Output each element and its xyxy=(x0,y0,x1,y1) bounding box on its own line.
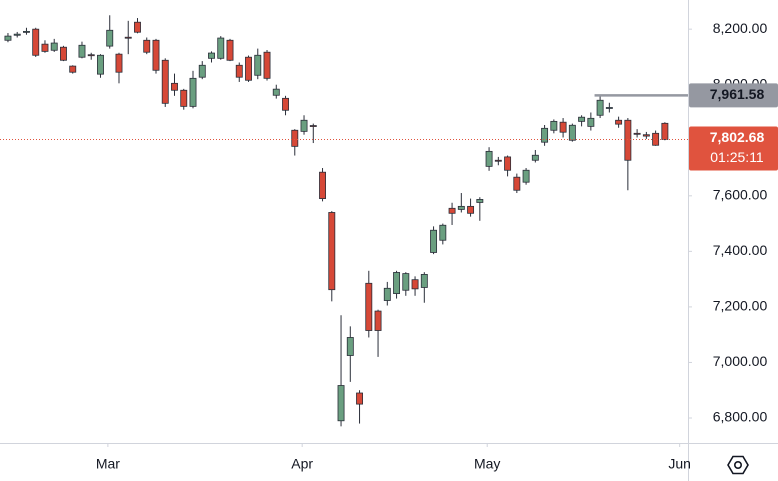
settings-icon[interactable] xyxy=(727,455,749,475)
candle-body xyxy=(78,44,86,58)
candle-body xyxy=(541,127,549,143)
candle-body xyxy=(69,65,77,73)
candle-body xyxy=(41,43,49,52)
candle-body xyxy=(300,119,308,132)
candle-body xyxy=(420,274,428,288)
x-tick-label: Apr xyxy=(291,456,313,472)
candle-body xyxy=(171,82,178,91)
candle-body xyxy=(97,54,104,75)
candle-body xyxy=(652,132,660,146)
candle-body xyxy=(134,21,141,33)
candle-body xyxy=(633,132,641,135)
candle-body xyxy=(568,124,576,141)
candle-body xyxy=(402,273,410,291)
candle-body xyxy=(559,121,567,133)
candle-body xyxy=(393,272,401,294)
candle-body xyxy=(605,107,613,109)
candle-body xyxy=(60,46,67,61)
price-label: 7,961.58 xyxy=(710,86,765,102)
y-tick-label: 7,400.00 xyxy=(713,242,768,258)
candle-body xyxy=(309,125,317,127)
candle-body xyxy=(180,89,188,107)
candle-body xyxy=(254,54,262,76)
countdown-label: 01:25:11 xyxy=(710,149,764,165)
candle-body xyxy=(189,77,197,107)
y-tick-label: 6,800.00 xyxy=(713,409,768,425)
candle-body xyxy=(457,205,465,210)
price-label-box xyxy=(689,126,778,171)
candle-body xyxy=(383,287,391,301)
price-label-box xyxy=(689,83,778,108)
x-tick-label: May xyxy=(474,456,500,472)
candle-body xyxy=(467,205,475,214)
candle-body xyxy=(143,39,151,53)
candle-body xyxy=(356,392,363,405)
x-tick-label: Mar xyxy=(96,456,120,472)
candle-body xyxy=(587,117,595,127)
candle-body xyxy=(272,88,280,96)
candle-body xyxy=(550,120,558,131)
candle-body xyxy=(152,39,160,71)
candle-body xyxy=(365,282,373,331)
candle-body xyxy=(319,171,326,199)
candle-body xyxy=(522,169,530,183)
candle-body xyxy=(615,119,623,125)
candle-body xyxy=(661,122,669,140)
candle-body xyxy=(513,176,521,191)
candle-body xyxy=(578,116,586,122)
candle-body xyxy=(263,51,271,79)
candle-body xyxy=(291,129,299,147)
candle-body xyxy=(448,207,456,214)
candle-body xyxy=(226,39,234,61)
candle-body xyxy=(439,224,447,241)
x-tick-label: Jun xyxy=(668,456,691,472)
candle-body xyxy=(328,212,336,291)
candle-body xyxy=(235,64,243,78)
candle-body xyxy=(161,59,169,104)
candle-body xyxy=(642,134,650,137)
candle-body xyxy=(494,159,502,162)
candle-body xyxy=(476,199,484,203)
candle-body xyxy=(50,42,58,51)
candle-body xyxy=(624,119,632,161)
candle-body xyxy=(282,97,289,111)
candle-body xyxy=(531,154,539,161)
candle-body xyxy=(124,36,132,39)
y-tick-label: 7,200.00 xyxy=(713,298,768,314)
candle-body xyxy=(596,99,604,116)
candle-body xyxy=(245,56,252,81)
candle-body xyxy=(485,150,493,167)
candle-body xyxy=(337,385,345,422)
candle-body xyxy=(411,279,419,290)
candle-body xyxy=(217,37,225,59)
y-tick-label: 8,200.00 xyxy=(713,20,768,36)
y-tick-label: 7,600.00 xyxy=(713,187,768,203)
candle-body xyxy=(106,29,114,47)
candle-body xyxy=(87,54,95,57)
candle-body xyxy=(374,310,382,331)
y-tick-label: 7,000.00 xyxy=(713,353,768,369)
price-label: 7,802.68 xyxy=(710,129,765,145)
candle-body xyxy=(4,35,12,41)
candle-body xyxy=(13,33,21,36)
candle-body xyxy=(430,229,438,253)
candle-body xyxy=(208,52,215,59)
candle-body xyxy=(198,64,206,78)
plot-area xyxy=(4,15,669,427)
candle-body xyxy=(115,53,123,73)
candle-body xyxy=(504,156,512,171)
candle-body xyxy=(23,30,30,33)
candle-body xyxy=(32,28,40,56)
candle-body xyxy=(346,337,354,356)
